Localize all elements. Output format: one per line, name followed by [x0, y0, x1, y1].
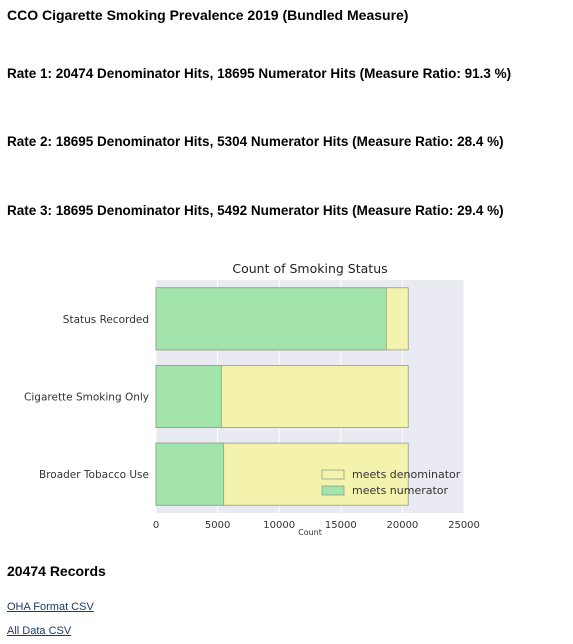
chart-legend: meets denominator meets numerator	[321, 468, 461, 497]
bar-numerator	[155, 365, 222, 428]
bar-numerator	[155, 287, 387, 351]
rate-1-summary: Rate 1: 20474 Denominator Hits, 18695 Nu…	[7, 66, 512, 81]
y-category-label: Status Recorded	[63, 314, 149, 326]
y-category-label: Cigarette Smoking Only	[24, 392, 149, 404]
x-axis-label: Count	[298, 528, 322, 537]
legend-swatch-denominator	[321, 469, 345, 480]
page-title: CCO Cigarette Smoking Prevalence 2019 (B…	[7, 7, 409, 23]
y-category-label: Broader Tobacco Use	[39, 469, 149, 481]
all-data-csv-link[interactable]: All Data CSV	[7, 625, 72, 637]
legend-label-denominator: meets denominator	[352, 468, 461, 481]
legend-swatch-numerator	[321, 485, 345, 496]
x-tick-label: 5000	[205, 520, 230, 531]
x-tick-label: 20000	[386, 520, 418, 531]
x-tick-label: 10000	[263, 520, 295, 531]
x-tick-label: 25000	[448, 520, 480, 531]
chart-title: Count of Smoking Status	[232, 261, 387, 276]
oha-format-csv-link[interactable]: OHA Format CSV	[7, 601, 94, 613]
records-count: 20474 Records	[7, 563, 106, 579]
legend-label-numerator: meets numerator	[352, 484, 449, 497]
rate-2-summary: Rate 2: 18695 Denominator Hits, 5304 Num…	[7, 134, 504, 149]
x-tick-label: 15000	[325, 520, 357, 531]
rate-3-summary: Rate 3: 18695 Denominator Hits, 5492 Num…	[7, 203, 504, 218]
x-tick-label: 0	[153, 520, 159, 531]
bar-numerator	[155, 442, 225, 506]
smoking-status-chart: Count of Smoking Status Status Recorded C…	[24, 261, 480, 537]
